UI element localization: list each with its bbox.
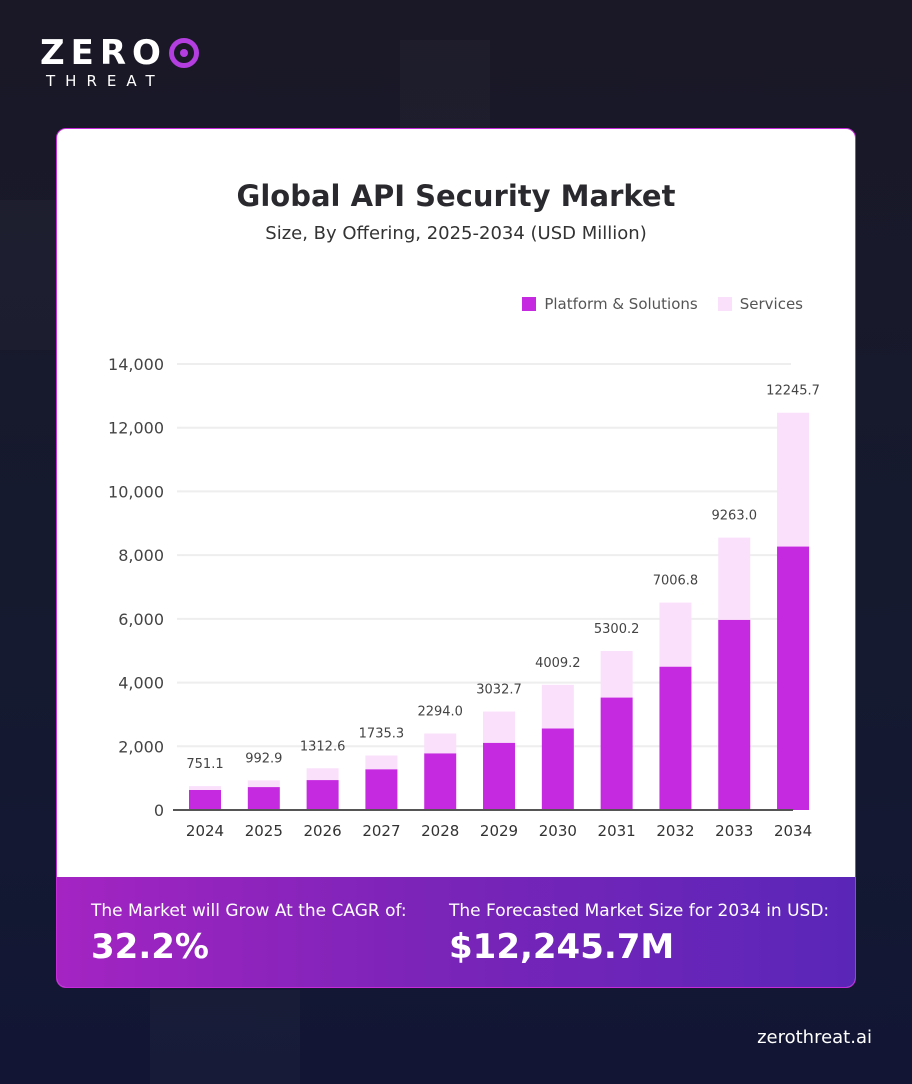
data-label: 992.9 (245, 751, 282, 766)
data-label: 2294.0 (417, 705, 463, 720)
forecast-stat: The Forecasted Market Size for 2034 in U… (449, 901, 829, 967)
x-tick-label: 2028 (421, 822, 459, 840)
bar-platform (189, 789, 221, 810)
legend-label: Services (739, 295, 803, 313)
data-label: 12245.7 (766, 384, 820, 399)
x-tick-label: 2030 (539, 822, 577, 840)
x-tick-label: 2024 (186, 822, 224, 840)
chart-card: Global API Security Market Size, By Offe… (56, 128, 856, 988)
y-tick-label: 6,000 (118, 610, 164, 629)
forecast-value: $12,245.7M (449, 927, 675, 967)
bar-services (483, 711, 516, 743)
logo-ring-icon (168, 38, 199, 68)
y-tick-label: 4,000 (118, 674, 164, 693)
bar-platform (424, 753, 457, 810)
website-link[interactable]: zerothreat.ai (757, 1027, 872, 1048)
legend-item-platform: Platform & Solutions (522, 295, 698, 313)
legend-item-services: Services (717, 295, 803, 313)
bar-services (541, 684, 574, 729)
zerothreat-logo: ZERO THREAT (40, 36, 199, 90)
data-label: 5300.2 (594, 622, 640, 637)
logo-word: ZERO (40, 33, 167, 73)
x-tick-label: 2032 (656, 822, 694, 840)
cagr-value: 32.2% (91, 927, 209, 967)
bar-platform (247, 787, 280, 810)
y-tick-label: 2,000 (118, 737, 164, 756)
y-tick-label: 12,000 (108, 419, 164, 438)
bar-platform (306, 780, 339, 810)
bar-platform (718, 619, 751, 810)
stats-band: The Market will Grow At the CAGR of: 32.… (57, 877, 855, 987)
x-tick-label: 2025 (245, 822, 283, 840)
bar-services (777, 412, 810, 547)
bar-chart: 0 2,000 4,000 6,000 8,000 10,000 12,000 14,000 7… (108, 355, 820, 840)
legend-label: Platform & Solutions (544, 295, 698, 313)
bar-services (189, 786, 221, 790)
y-tick-label: 0 (154, 801, 164, 820)
bar-platform (659, 666, 692, 810)
background-tile (400, 40, 490, 128)
cagr-stat: The Market will Grow At the CAGR of: 32.… (91, 901, 407, 967)
data-label: 1735.3 (359, 727, 405, 742)
background-tile (0, 200, 56, 350)
bar-platform (541, 728, 574, 810)
legend-swatch-services (717, 297, 732, 311)
data-label: 751.1 (186, 757, 223, 772)
data-label: 9263.0 (712, 509, 758, 524)
data-label: 3032.7 (476, 683, 522, 698)
chart-subtitle: Size, By Offering, 2025-2034 (USD Millio… (265, 223, 647, 244)
y-tick-label: 8,000 (118, 546, 164, 565)
bar-platform (777, 546, 810, 810)
bar-services (365, 755, 398, 770)
bar-services (424, 733, 457, 754)
data-label: 7006.8 (653, 574, 699, 589)
bar-platform (600, 697, 633, 810)
bar-services (659, 602, 692, 667)
bar-platform (483, 742, 516, 810)
legend: Platform & Solutions Services (522, 295, 803, 313)
data-label: 4009.2 (535, 656, 581, 671)
background-tile (150, 990, 300, 1084)
bar-platform (365, 769, 398, 810)
bar-services (306, 768, 339, 781)
data-label: 1312.6 (300, 739, 346, 754)
legend-swatch-platform (522, 297, 537, 311)
x-tick-label: 2034 (774, 822, 812, 840)
chart-title: Global API Security Market (236, 179, 676, 213)
x-tick-label: 2033 (715, 822, 753, 840)
x-tick-label: 2026 (304, 822, 342, 840)
bar-services (247, 780, 280, 788)
x-tick-label: 2027 (362, 822, 400, 840)
logo-sub: THREAT (46, 72, 165, 90)
x-tick-label: 2029 (480, 822, 518, 840)
y-tick-label: 14,000 (108, 355, 164, 374)
bar-services (600, 651, 633, 698)
bar-services (718, 537, 751, 620)
forecast-label: The Forecasted Market Size for 2034 in U… (449, 901, 830, 921)
cagr-label: The Market will Grow At the CAGR of: (91, 901, 407, 921)
y-tick-label: 10,000 (108, 482, 164, 501)
x-tick-label: 2031 (598, 822, 636, 840)
